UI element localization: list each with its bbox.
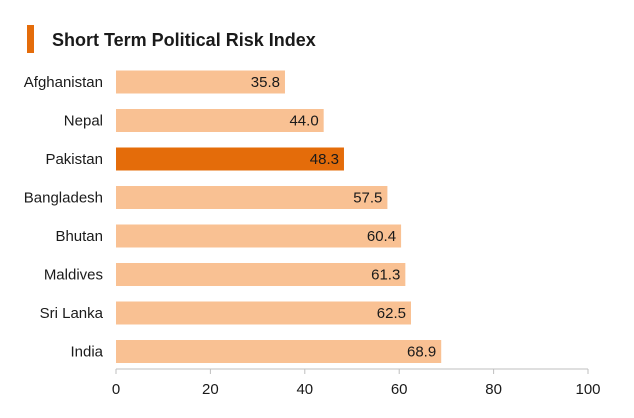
value-label: 48.3 <box>310 151 339 168</box>
category-label: Afghanistan <box>24 74 103 91</box>
value-label: 61.3 <box>371 267 400 284</box>
x-tick-label: 60 <box>391 381 408 398</box>
bar-india <box>116 340 442 363</box>
x-axis: 0 20 40 60 80 100 <box>112 368 601 398</box>
bars-layer <box>116 70 442 363</box>
category-label: Maldives <box>44 267 103 284</box>
x-tick-label: 20 <box>202 381 219 398</box>
value-label: 68.9 <box>407 344 436 361</box>
x-tick-label: 40 <box>296 381 313 398</box>
x-tick-label: 0 <box>112 381 120 398</box>
value-label: 62.5 <box>377 305 406 322</box>
bar-bhutan <box>116 224 402 248</box>
x-tick-label: 80 <box>485 381 502 398</box>
category-label: Sri Lanka <box>40 305 104 322</box>
x-tick-label: 100 <box>575 381 600 398</box>
value-label: 35.8 <box>251 74 280 91</box>
value-label: 60.4 <box>367 228 396 245</box>
labels-layer: Afghanistan 35.8 Nepal 44.0 Pakistan 48.3 Bang… <box>24 74 436 361</box>
value-label: 44.0 <box>289 113 318 130</box>
chart-title: Short Term Political Risk Index <box>52 30 316 50</box>
category-label: Bhutan <box>55 228 103 245</box>
category-label: Bangladesh <box>24 190 103 207</box>
bar-nepal <box>116 109 324 132</box>
value-label: 57.5 <box>353 190 382 207</box>
bar-maldives <box>116 263 406 286</box>
title-accent-marker <box>27 25 34 53</box>
category-label: Nepal <box>64 113 103 130</box>
bar-afghanistan <box>116 70 285 94</box>
bar-pakistan <box>116 147 344 171</box>
bar-bangladesh <box>116 186 388 209</box>
bar-sri-lanka <box>116 301 411 325</box>
category-label: Pakistan <box>45 151 103 168</box>
category-label: India <box>70 344 103 361</box>
